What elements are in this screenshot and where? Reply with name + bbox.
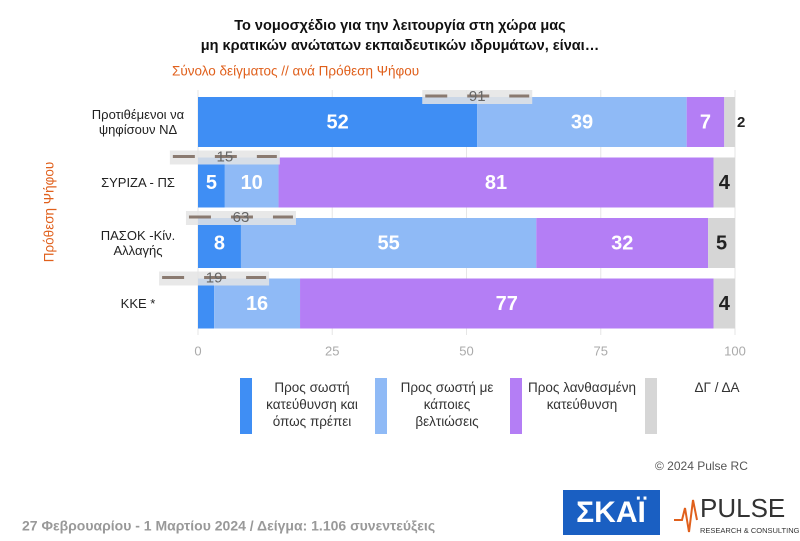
logo-pulse: PULSE xyxy=(700,493,785,523)
footer: 27 Φεβρουαρίου - 1 Μαρτίου 2024 / Δείγμα… xyxy=(22,518,435,534)
legend-label: Προς λανθασμένη κατεύθυνση xyxy=(528,380,636,412)
bar-segment xyxy=(536,218,709,268)
value-label: 10 xyxy=(241,172,263,194)
bar-segment xyxy=(708,218,735,268)
bar-segment xyxy=(713,278,735,329)
bar-segment xyxy=(214,278,301,329)
value-label: 52 xyxy=(326,111,348,133)
legend-label: Προς σωστή κατεύθυνση και όπως πρέπει xyxy=(266,380,358,429)
value-label: 5 xyxy=(206,172,217,194)
logo-box xyxy=(563,490,660,535)
legend-swatch xyxy=(510,378,522,434)
category-label: ΠΑΣΟΚ -Κίν. Αλλαγής xyxy=(100,228,176,258)
x-tick-label: 25 xyxy=(325,343,339,358)
x-tick-label: 50 xyxy=(459,343,473,358)
category-label: Προτιθέμενοι να ψηφίσουν ΝΔ xyxy=(91,107,185,137)
bar-segment xyxy=(198,278,215,329)
bar-segment xyxy=(240,218,537,268)
total-label: 91 xyxy=(469,88,486,105)
legend-label: Προς σωστή με κάποιες βελτιώσεις xyxy=(400,380,494,429)
value-label: 39 xyxy=(571,111,593,133)
value-label: 4 xyxy=(719,172,731,194)
total-label: 15 xyxy=(217,148,234,165)
value-label: 55 xyxy=(378,232,400,254)
bar-segment xyxy=(477,97,687,147)
bar-segment xyxy=(686,97,725,147)
value-label: 7 xyxy=(700,111,711,133)
logo-skai: ΣΚΑΪ xyxy=(576,496,646,529)
logo-pulse-icon xyxy=(674,499,698,533)
value-label: 8 xyxy=(214,232,225,254)
x-tick-label: 100 xyxy=(724,343,746,358)
value-label: 4 xyxy=(719,293,731,315)
value-label: 32 xyxy=(611,232,633,254)
logo-sub: RESEARCH & CONSULTING xyxy=(700,526,800,535)
value-label: 16 xyxy=(246,293,268,315)
value-label: 81 xyxy=(485,172,507,194)
category-label: ΣΥΡΙΖΑ - ΠΣ xyxy=(101,175,175,190)
category-label: ΚΚΕ * xyxy=(120,296,156,311)
bar-segment xyxy=(713,157,735,208)
bar-segment xyxy=(224,157,279,208)
legend-swatch xyxy=(240,378,252,434)
legend-swatch xyxy=(375,378,387,434)
legend-label: ΔΓ / ΔΑ xyxy=(694,380,740,395)
value-label: 77 xyxy=(496,293,518,315)
value-label: 5 xyxy=(716,232,727,254)
copyright: © 2024 Pulse RC xyxy=(655,459,748,473)
bar-segment xyxy=(198,157,225,208)
x-tick-label: 75 xyxy=(594,343,608,358)
total-label: 19 xyxy=(206,269,223,286)
bar-segment xyxy=(724,97,735,147)
x-tick-label: 0 xyxy=(194,343,201,358)
bar-segment xyxy=(278,157,714,208)
y-axis-label: Πρόθεση Ψήφου xyxy=(42,162,57,263)
subtitle: Σύνολο δείγματος // ανά Πρόθεση Ψήφου xyxy=(172,64,419,79)
total-label: 63 xyxy=(233,209,250,226)
legend-swatch xyxy=(645,378,657,434)
bar-segment xyxy=(198,218,241,268)
bar-segment xyxy=(300,278,714,329)
chart-title: Το νομοσχέδιο για την λειτουργία στη χώρ… xyxy=(201,18,599,54)
bar-segment xyxy=(198,97,478,147)
value-label: 2 xyxy=(737,114,745,131)
